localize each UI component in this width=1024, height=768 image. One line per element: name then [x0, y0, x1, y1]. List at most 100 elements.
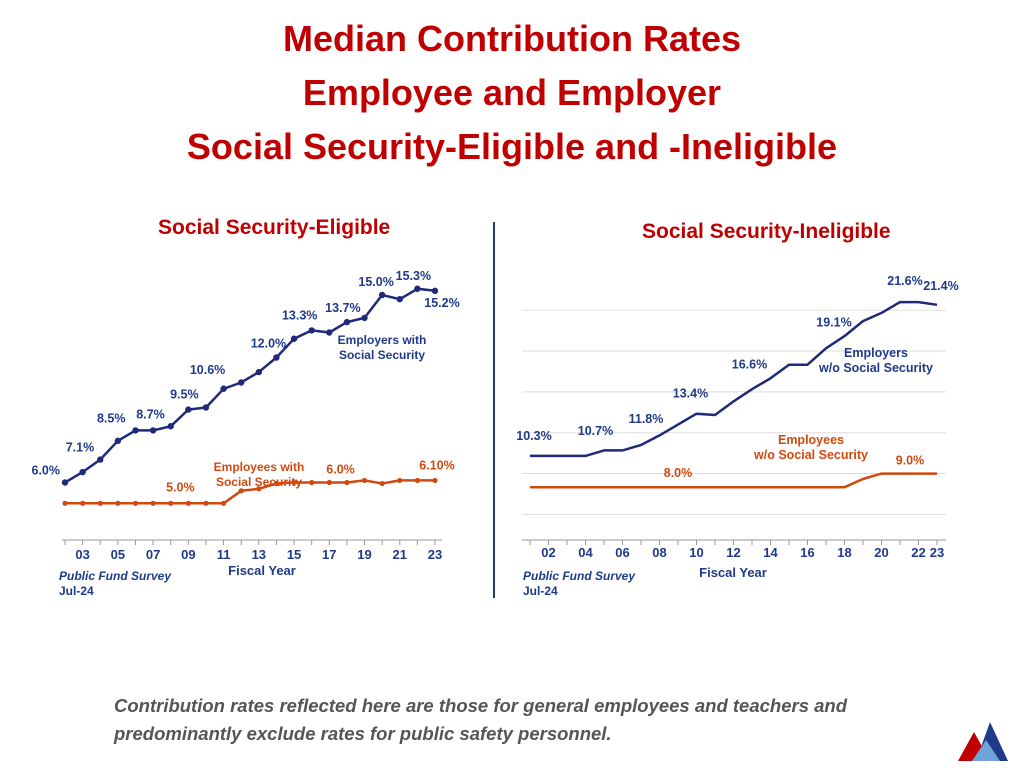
employer-data-point: [290, 335, 298, 342]
employee-series-label: Social Security: [216, 475, 302, 489]
employee-data-point: [150, 500, 156, 506]
employer-series-label: w/o Social Security: [818, 361, 933, 375]
employer-series-line: [64, 287, 436, 484]
x-tick-label: 19: [357, 547, 371, 562]
x-tick-label: 21: [393, 547, 407, 562]
employee-data-point: [168, 500, 174, 506]
employer-data-point: [308, 327, 315, 334]
x-tick-label: 12: [726, 545, 740, 560]
employee-data-point: [220, 500, 227, 506]
x-tick-label: 02: [541, 545, 555, 560]
x-tick-label: 23: [428, 547, 442, 562]
employee-data-point: [132, 500, 139, 506]
employee-data-point: [414, 477, 420, 484]
employer-data-label: 8.5%: [97, 411, 126, 425]
employer-data-point: [396, 295, 403, 303]
employee-data-point: [256, 486, 262, 492]
x-tick-label: 11: [217, 547, 231, 562]
employee-data-point: [238, 488, 244, 494]
employer-series-label: Employers: [844, 346, 908, 360]
employee-data-point: [203, 500, 209, 506]
x-tick-label: 07: [146, 547, 160, 562]
employee-data-point: [309, 479, 315, 486]
employer-series-label: Social Security: [339, 348, 425, 362]
x-tick-label: 13: [252, 547, 266, 562]
employee-series-line: [65, 479, 435, 505]
employer-data-label: 7.1%: [66, 441, 95, 455]
employee-data-point: [80, 500, 86, 506]
source-date: Jul-24: [523, 584, 558, 598]
employee-series-line: [530, 472, 937, 489]
employer-data-label: 13.4%: [673, 387, 708, 401]
footnote: Contribution rates reflected here are th…: [114, 695, 848, 744]
source-label: Public Fund Survey: [59, 569, 172, 583]
employer-data-point: [202, 404, 210, 411]
x-tick-label: 15: [287, 547, 301, 562]
chart-social-security-ineligible: 02 04 06 08 10 12 14 16 18 20 22 23 Fiscal Year Publi…: [516, 274, 958, 598]
employer-data-point: [132, 427, 139, 434]
chart-social-security-eligible: 03 05 07 09 11 13 15 17 19 21 23 Fiscal Year Public …: [32, 269, 460, 598]
x-tick-label: 05: [111, 547, 125, 562]
employee-data-point: [291, 479, 297, 486]
employer-data-label: 12.0%: [251, 337, 286, 351]
employer-data-point: [185, 406, 192, 413]
employer-data-label: 6.0%: [32, 464, 61, 478]
employee-data-label: 6.0%: [326, 462, 355, 476]
employer-data-point: [431, 287, 439, 295]
employer-data-label: 15.3%: [396, 269, 431, 283]
employer-data-point: [237, 379, 245, 386]
x-axis-label: Fiscal Year: [699, 565, 767, 580]
employee-series-label: w/o Social Security: [753, 448, 868, 462]
employer-data-point: [149, 427, 157, 434]
employee-data-point: [397, 477, 403, 484]
title-line-3: Social Security-Eligible and -Ineligible: [186, 126, 838, 167]
employer-series-line: [530, 300, 938, 458]
employer-data-point: [220, 385, 227, 392]
employer-data-label: 21.4%: [923, 279, 958, 293]
employer-data-label: 16.6%: [732, 357, 767, 371]
triangle-logo-icon: [958, 722, 1008, 761]
x-tick-label: 08: [652, 545, 666, 560]
x-tick-label: 10: [689, 545, 703, 560]
employer-data-label: 10.3%: [516, 429, 551, 443]
employee-series-label: Employees: [778, 433, 844, 447]
chart-divider: [493, 222, 495, 598]
employer-data-point: [255, 368, 263, 376]
employer-data-label: 8.7%: [136, 407, 165, 421]
employer-series-label: Employers with: [338, 333, 427, 347]
employer-data-label: 13.3%: [282, 308, 317, 322]
employee-data-point: [432, 477, 438, 484]
employee-data-point: [62, 500, 68, 506]
employee-data-point: [361, 477, 368, 484]
x-tick-label: 16: [800, 545, 814, 560]
x-tick-label: 06: [615, 545, 629, 560]
employee-data-label: 5.0%: [166, 480, 195, 494]
x-tick-label: 20: [874, 545, 888, 560]
x-tick-label: 22: [911, 545, 925, 560]
employer-data-point: [167, 423, 174, 430]
employee-data-label: 9.0%: [896, 454, 925, 468]
x-tick-label: 17: [322, 547, 336, 562]
employer-data-point: [343, 318, 351, 326]
employee-data-point: [185, 500, 191, 506]
x-tick-label: 09: [181, 547, 195, 562]
employee-data-point: [115, 500, 121, 506]
x-tick-label: 04: [578, 545, 593, 560]
employer-data-point: [326, 329, 333, 336]
employer-data-label: 11.8%: [629, 412, 664, 426]
employee-data-label: 6.10%: [419, 458, 454, 472]
source-date: Jul-24: [59, 584, 94, 598]
employer-data-label: 19.1%: [816, 315, 851, 329]
employer-data-label: 10.6%: [190, 363, 225, 377]
employer-data-label: 13.7%: [325, 301, 360, 315]
source-label: Public Fund Survey: [523, 569, 636, 583]
employee-data-point: [273, 480, 280, 487]
employee-data-label: 8.0%: [664, 466, 693, 480]
employer-data-point: [273, 354, 280, 361]
title-line-1: Median Contribution Rates: [283, 18, 741, 59]
employer-data-point: [61, 479, 69, 486]
employer-data-label: 9.5%: [170, 388, 199, 402]
employer-data-label: 15.2%: [424, 296, 459, 310]
employee-data-point: [379, 480, 385, 487]
employer-data-label: 15.0%: [358, 275, 393, 289]
